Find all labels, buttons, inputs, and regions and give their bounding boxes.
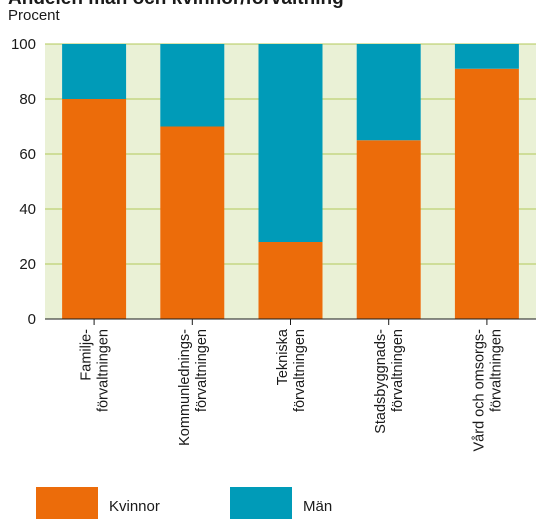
y-tick-label: 80 bbox=[19, 91, 36, 108]
background-band bbox=[322, 44, 357, 319]
bar-kvinnor bbox=[454, 68, 519, 319]
y-tick-label: 40 bbox=[19, 201, 36, 218]
legend-swatch-kvinnor bbox=[36, 487, 98, 519]
background-band bbox=[224, 44, 259, 319]
y-axis-label: Procent bbox=[8, 7, 60, 24]
x-category-label-line: förvaltningen bbox=[390, 329, 406, 412]
y-tick-label: 0 bbox=[28, 311, 36, 328]
bar-kvinnor bbox=[258, 242, 323, 319]
bar-kvinnor bbox=[62, 99, 127, 319]
legend-swatch-m-n bbox=[230, 487, 292, 519]
x-category-label-line: Tekniska bbox=[275, 328, 291, 385]
x-category-label: Tekniska förvaltningen bbox=[275, 328, 308, 412]
x-category-label: Familje-förvaltningen bbox=[79, 329, 112, 412]
x-category-label-line: förvaltningen bbox=[96, 329, 112, 412]
x-category-label-line: Stadsbyggnads- bbox=[373, 329, 389, 434]
y-tick-label: 60 bbox=[19, 146, 36, 163]
x-category-label: Vård och omsorgs-förvaltningen bbox=[471, 329, 504, 452]
bar-kvinnor bbox=[160, 126, 225, 319]
y-tick-label: 20 bbox=[19, 256, 36, 273]
x-category-label-line: Vård och omsorgs- bbox=[471, 329, 487, 452]
x-category-label-line: förvaltningen bbox=[292, 329, 308, 412]
x-category-label: Kommunlednings-förvaltningen bbox=[177, 329, 210, 446]
y-tick-label: 100 bbox=[11, 36, 36, 53]
legend-label: Män bbox=[303, 498, 332, 515]
x-category-label-line: Familje- bbox=[79, 329, 95, 381]
bar-m-n bbox=[160, 44, 225, 127]
bar-m-n bbox=[62, 44, 127, 99]
x-category-label: Stadsbyggnads-förvaltningen bbox=[373, 329, 406, 434]
bar-m-n bbox=[454, 44, 519, 69]
bar-kvinnor bbox=[356, 140, 421, 319]
x-category-label-line: förvaltningen bbox=[488, 329, 504, 412]
bar-m-n bbox=[356, 44, 421, 141]
x-category-label-line: förvaltningen bbox=[194, 329, 210, 412]
background-band bbox=[420, 44, 455, 319]
background-band bbox=[126, 44, 161, 319]
legend-label: Kvinnor bbox=[109, 498, 160, 515]
background-band bbox=[45, 44, 63, 319]
background-band bbox=[518, 44, 536, 319]
chart-title: Andelen män och kvinnor/förvaltning bbox=[8, 0, 344, 10]
bar-m-n bbox=[258, 44, 323, 242]
x-category-label-line: Kommunlednings- bbox=[177, 329, 193, 446]
